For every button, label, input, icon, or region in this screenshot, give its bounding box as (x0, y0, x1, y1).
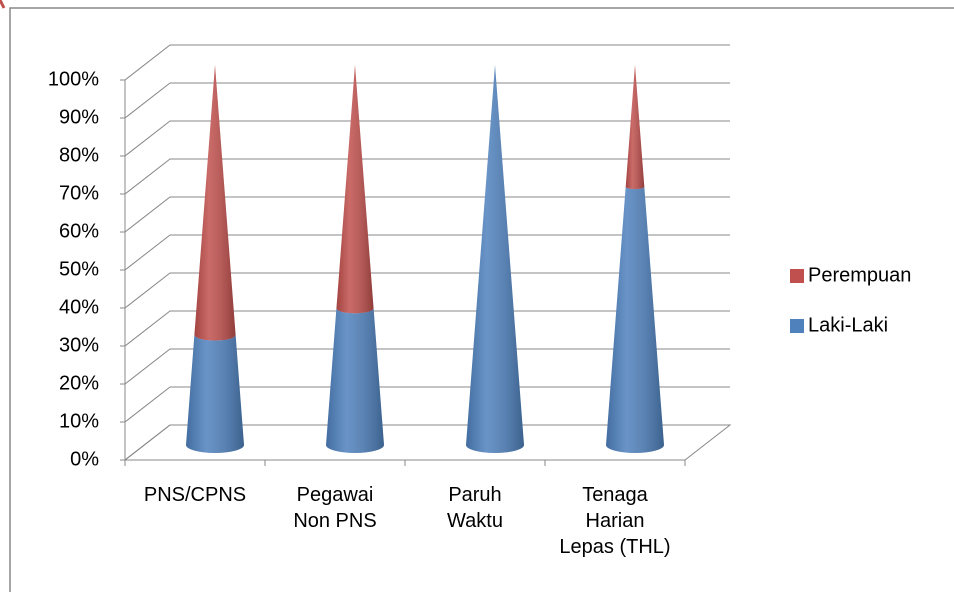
y-tick-label: 60% (59, 220, 99, 242)
x-tick-label: Pegawai Non PNS (293, 484, 377, 532)
grid-line (124, 348, 730, 385)
grid-line (124, 196, 730, 233)
y-tick-label: 0% (70, 448, 99, 470)
shade (194, 65, 236, 341)
shade (186, 334, 244, 453)
y-tick-label: 70% (59, 182, 99, 204)
legend-label: Perempuan (808, 264, 911, 286)
shade (326, 308, 384, 453)
x-tick-label: PNS/CPNS (143, 484, 247, 506)
y-tick-label: 90% (59, 106, 99, 128)
grid-line (124, 44, 730, 81)
grid-line (124, 158, 730, 195)
frame (9, 7, 954, 592)
x-tick-label: Tenaga Harian Lepas (THL) (559, 484, 671, 558)
y-tick-label: 40% (59, 296, 99, 318)
grid-line (124, 82, 730, 119)
grid-line (124, 386, 730, 423)
legend-swatch (790, 319, 804, 333)
shade (606, 186, 664, 453)
y-tick-label: 50% (59, 258, 99, 280)
x-tick-label: Paruh Waktu (447, 484, 503, 532)
grid-line (124, 424, 730, 461)
y-tick-label: 10% (59, 410, 99, 432)
corner-mark (0, 0, 6, 9)
shade (336, 65, 374, 314)
grid-line (124, 272, 730, 309)
shade (466, 65, 524, 453)
legend-label: Laki-Laki (808, 314, 888, 336)
y-tick-label: 30% (59, 334, 99, 356)
grid-line (124, 120, 730, 157)
y-tick-label: 100% (48, 68, 99, 90)
grid-line (124, 310, 730, 347)
grid-line (124, 234, 730, 271)
shade (625, 65, 645, 190)
y-tick-label: 20% (59, 372, 99, 394)
legend-swatch (790, 269, 804, 283)
y-tick-label: 80% (59, 144, 99, 166)
